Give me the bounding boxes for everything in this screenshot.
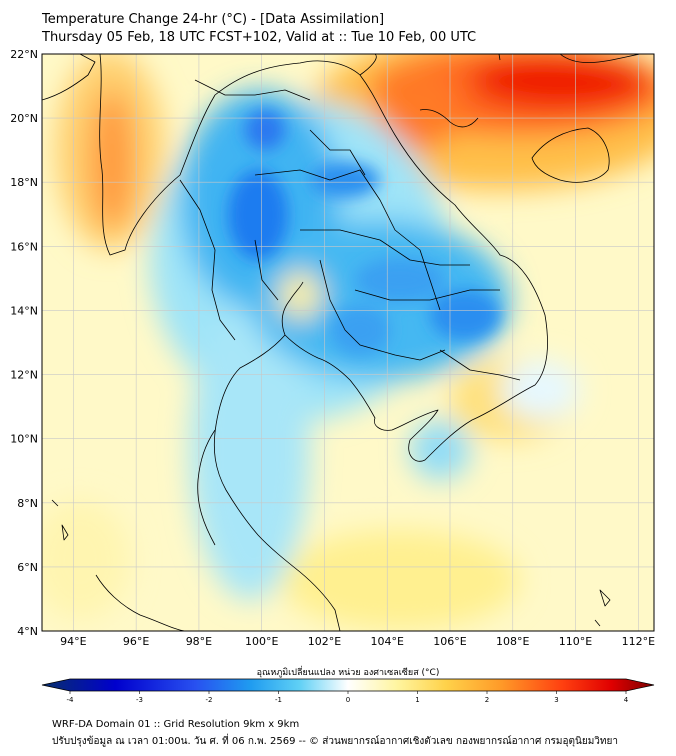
lon-tick-label: 100°E bbox=[245, 635, 278, 648]
lon-tick-label: 94°E bbox=[60, 635, 86, 648]
footer-model-info: WRF-DA Domain 01 :: Grid Resolution 9km … bbox=[52, 719, 300, 730]
colorbar-tick-label: -1 bbox=[275, 696, 282, 704]
lon-tick-label: 102°E bbox=[308, 635, 341, 648]
colorbar bbox=[41, 678, 655, 692]
lat-tick-label: 22°N bbox=[10, 48, 38, 61]
footer-credits: ปรับปรุงข้อมูล ณ เวลา 01:00น. วัน ศ. ที่… bbox=[52, 736, 618, 747]
lat-tick-label: 14°N bbox=[10, 304, 38, 317]
lon-tick-label: 108°E bbox=[496, 635, 529, 648]
lat-tick-label: 20°N bbox=[10, 112, 38, 125]
longitude-labels: 94°E 96°E 98°E 100°E 102°E 104°E 106°E 108°E 110… bbox=[60, 635, 655, 648]
colorbar-tick-label: 4 bbox=[624, 696, 629, 704]
colorbar-tick-label: -2 bbox=[206, 696, 213, 704]
map-title: Temperature Change 24-hr (°C) - [Data As… bbox=[42, 12, 385, 27]
colorbar-ticks: -4 -3 -2 -1 0 1 2 3 4 bbox=[67, 691, 629, 704]
lat-tick-label: 6°N bbox=[17, 561, 38, 574]
lon-tick-label: 96°E bbox=[123, 635, 149, 648]
lon-tick-label: 98°E bbox=[186, 635, 212, 648]
latitude-labels: 22°N 20°N 18°N 16°N 14°N 12°N 10°N 8°N 6°N 4°N bbox=[10, 48, 38, 638]
lat-tick-label: 8°N bbox=[17, 497, 38, 510]
colorbar-label: อุณหภูมิเปลี่ยนแปลง หน่วย องศาเซลเซียส (… bbox=[257, 665, 440, 678]
lon-tick-label: 106°E bbox=[433, 635, 466, 648]
lat-tick-label: 16°N bbox=[10, 240, 38, 253]
lat-tick-label: 18°N bbox=[10, 176, 38, 189]
colorbar-tick-label: -3 bbox=[136, 696, 143, 704]
colorbar-tick-label: 1 bbox=[415, 696, 419, 704]
colorbar-tick-label: 0 bbox=[346, 696, 350, 704]
lat-tick-label: 4°N bbox=[17, 625, 38, 638]
lat-tick-label: 10°N bbox=[10, 433, 38, 446]
coastlines-and-borders bbox=[42, 54, 641, 631]
map-gridlines bbox=[42, 54, 654, 631]
lon-tick-label: 112°E bbox=[622, 635, 655, 648]
lat-tick-label: 12°N bbox=[10, 369, 38, 382]
lon-tick-label: 104°E bbox=[371, 635, 404, 648]
map-subtitle: Thursday 05 Feb, 18 UTC FCST+102, Valid … bbox=[42, 30, 477, 45]
temperature-field bbox=[42, 54, 654, 631]
map-frame bbox=[41, 53, 655, 632]
colorbar-tick-label: 3 bbox=[554, 696, 558, 704]
colorbar-tick-label: 2 bbox=[485, 696, 489, 704]
lon-tick-label: 110°E bbox=[559, 635, 592, 648]
colorbar-tick-label: -4 bbox=[67, 696, 75, 704]
